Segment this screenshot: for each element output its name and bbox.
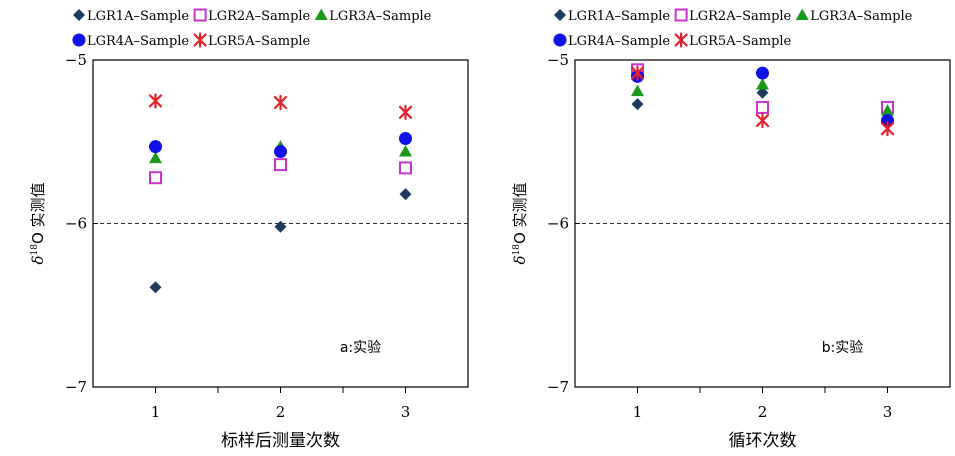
x-tick-label: 3 bbox=[883, 403, 893, 421]
y-tick-label: −7 bbox=[547, 378, 569, 396]
x-axis-label: 标样后测量次数 bbox=[221, 431, 340, 451]
data-point bbox=[149, 140, 162, 154]
data-point bbox=[149, 281, 162, 294]
data-point bbox=[398, 104, 413, 120]
legend-marker bbox=[193, 8, 207, 22]
panel-annotation: b:实验 bbox=[822, 340, 864, 356]
legend-item: LGR2A–Sample bbox=[193, 8, 311, 24]
legend-label: LGR5A–Sample bbox=[689, 34, 791, 49]
data-point bbox=[755, 112, 770, 129]
data-point bbox=[756, 100, 769, 114]
y-tick-label: −5 bbox=[65, 51, 87, 69]
data-point bbox=[756, 86, 769, 99]
x-tick-label: 3 bbox=[401, 403, 411, 421]
legend-item: LGR4A–Sample bbox=[553, 33, 670, 49]
legend-item: LGR4A–Sample bbox=[72, 33, 189, 49]
x-tick-label: 2 bbox=[276, 403, 286, 421]
legend-label: LGR4A–Sample bbox=[87, 34, 189, 49]
legend-marker bbox=[554, 9, 566, 21]
legend-label: LGR5A–Sample bbox=[208, 34, 310, 49]
legend: LGR1A–Sample LGR2A–Sample LGR3A–Sample LGR4… bbox=[72, 8, 432, 49]
legend-item: LGR2A–Sample bbox=[674, 8, 792, 24]
y-axis-label: δ18O 实测值 bbox=[511, 182, 529, 264]
x-tick-label: 1 bbox=[633, 403, 643, 421]
legend-marker bbox=[674, 32, 688, 48]
y-tick-label: −6 bbox=[65, 215, 87, 233]
data-point bbox=[399, 131, 412, 145]
data-point bbox=[274, 158, 287, 172]
data-point bbox=[399, 161, 412, 175]
data-point bbox=[880, 121, 895, 137]
data-point bbox=[881, 113, 894, 127]
data-point bbox=[756, 66, 769, 80]
legend-item: LGR1A–Sample bbox=[73, 9, 189, 24]
legend-label: LGR2A–Sample bbox=[208, 9, 310, 24]
legend-marker bbox=[193, 32, 207, 48]
legend-label: LGR3A–Sample bbox=[329, 9, 431, 24]
legend-label: LGR1A–Sample bbox=[568, 9, 670, 24]
x-axis-label: 循环次数 bbox=[729, 431, 797, 451]
legend-marker bbox=[314, 8, 328, 20]
x-tick-label: 2 bbox=[758, 403, 768, 421]
legend-marker bbox=[73, 9, 85, 21]
data-point bbox=[274, 145, 287, 159]
data-point bbox=[881, 104, 894, 116]
legend-item: LGR1A–Sample bbox=[554, 9, 670, 24]
y-tick-label: −6 bbox=[547, 215, 569, 233]
legend-item: LGR3A–Sample bbox=[314, 8, 432, 24]
legend-label: LGR3A–Sample bbox=[810, 9, 912, 24]
data-point bbox=[631, 84, 644, 97]
data-point bbox=[149, 151, 162, 164]
legend-item: LGR5A–Sample bbox=[674, 32, 792, 49]
legend-marker bbox=[674, 8, 688, 22]
legend-marker bbox=[795, 8, 809, 20]
legend-label: LGR4A–Sample bbox=[568, 34, 670, 49]
data-point bbox=[149, 171, 162, 185]
data-point bbox=[630, 65, 645, 81]
legend-item: LGR5A–Sample bbox=[193, 32, 311, 49]
y-tick-label: −5 bbox=[547, 51, 569, 69]
panel-annotation: a:实验 bbox=[340, 340, 381, 356]
legend-label: LGR1A–Sample bbox=[87, 9, 189, 24]
x-tick-label: 1 bbox=[151, 403, 161, 421]
data-point bbox=[148, 93, 163, 109]
data-point bbox=[631, 98, 644, 111]
data-point bbox=[399, 145, 412, 157]
data-point bbox=[274, 220, 287, 233]
legend-marker bbox=[553, 33, 567, 47]
legend-item: LGR3A–Sample bbox=[795, 8, 913, 24]
data-point bbox=[273, 94, 288, 111]
legend-label: LGR2A–Sample bbox=[689, 9, 791, 24]
y-tick-label: −7 bbox=[65, 378, 87, 396]
chart-panel-a: −7 −6 −5 1 2 3 标样后测量次数 δ18O 实测值 a:实验 LGR1A–Sample… bbox=[29, 8, 469, 451]
data-point bbox=[399, 188, 412, 201]
data-point bbox=[756, 78, 769, 90]
legend-marker bbox=[72, 33, 86, 47]
legend: LGR1A–Sample LGR2A–Sample LGR3A–Sample LGR4… bbox=[553, 8, 913, 49]
y-axis-label: δ18O 实测值 bbox=[29, 182, 47, 264]
